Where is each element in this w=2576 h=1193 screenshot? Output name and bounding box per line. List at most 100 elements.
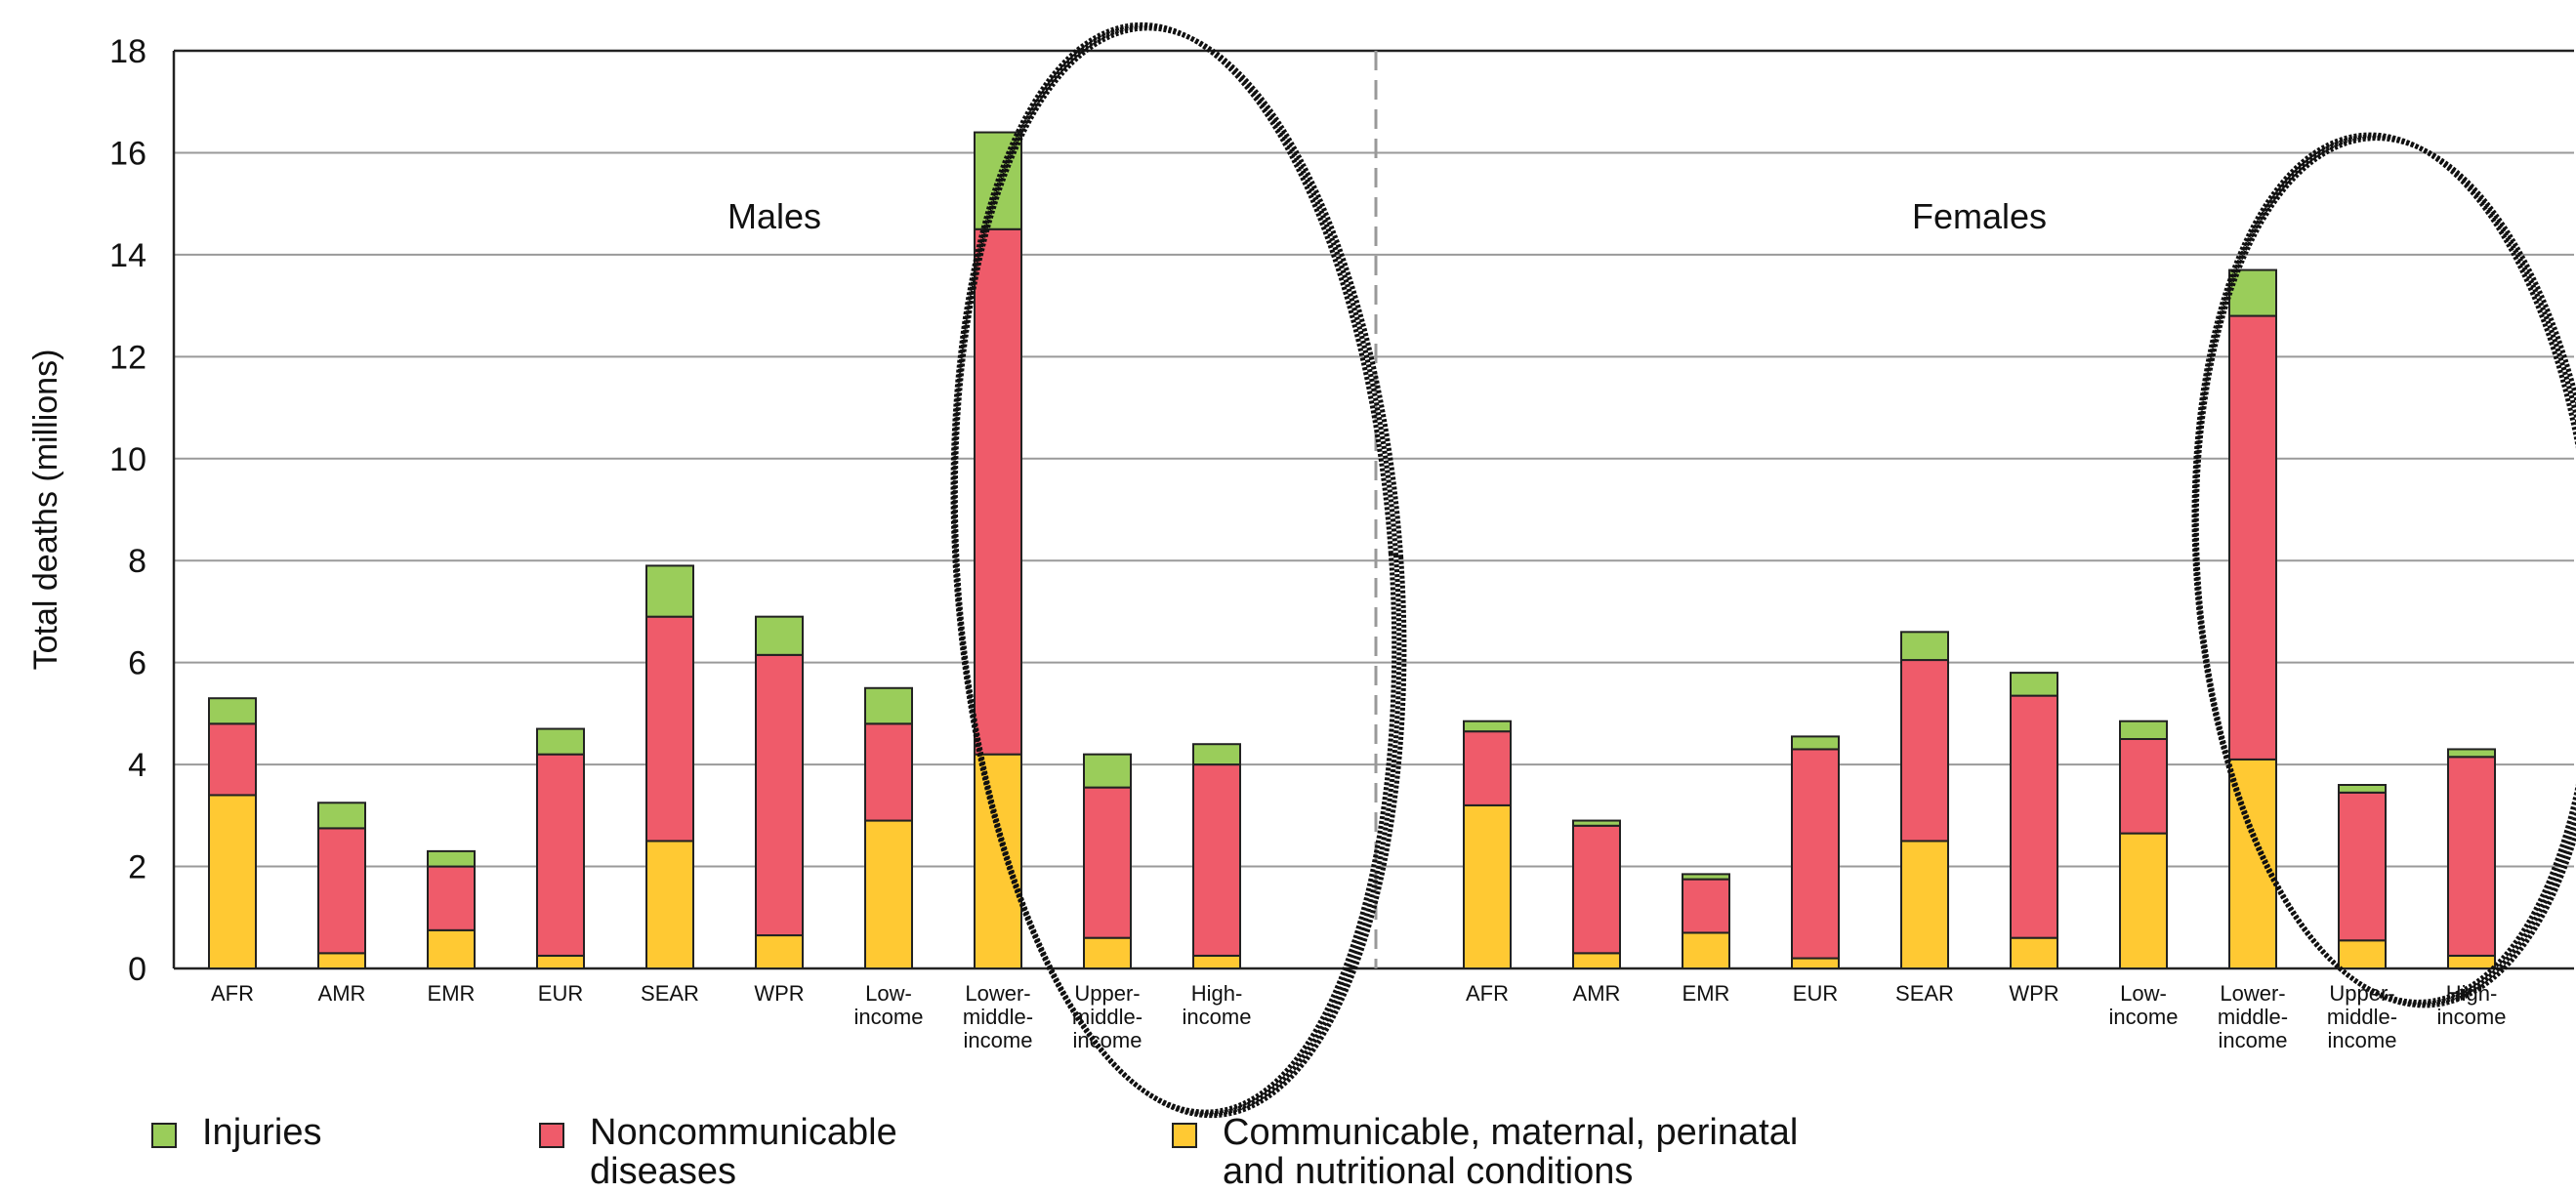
legend-swatch-noncommunicable <box>539 1123 564 1148</box>
bar-segment-injuries <box>208 697 257 725</box>
x-category-label: Upper- <box>1074 981 1140 1006</box>
bar-segment-injuries <box>427 849 476 868</box>
x-category-label: income <box>1073 1028 1143 1052</box>
x-category-label: Low- <box>2120 981 2167 1006</box>
x-category-label: EUR <box>1793 981 1838 1006</box>
bar-segment-noncommunicable <box>2010 694 2058 939</box>
x-category-label: AMR <box>1573 981 1621 1006</box>
annotations <box>950 21 2576 1119</box>
bar-segment-injuries <box>755 615 804 656</box>
bar-segment-injuries <box>1791 735 1840 751</box>
y-tick-label: 0 <box>128 951 146 988</box>
bar-segment-communicable <box>536 954 585 970</box>
x-category-label: middle- <box>963 1005 1033 1029</box>
bars <box>208 131 2496 970</box>
bar-segment-injuries <box>1083 753 1132 789</box>
x-category-label: income <box>2109 1005 2179 1029</box>
y-tick-label: 12 <box>109 339 146 376</box>
bar-segment-communicable <box>1192 954 1241 970</box>
x-category-label: income <box>2219 1028 2288 1052</box>
x-category-label: Upper- <box>2329 981 2394 1006</box>
annotation-ellipse <box>2193 136 2576 1008</box>
bar-segment-noncommunicable <box>208 722 257 797</box>
legend-label-noncommunicable: Noncommunicable diseases <box>590 1112 897 1192</box>
bar-segment-injuries <box>1682 873 1730 881</box>
legend-swatch-injuries <box>151 1123 177 1148</box>
bar-segment-noncommunicable <box>1463 730 1512 806</box>
bar-segment-noncommunicable <box>974 227 1022 756</box>
bar-segment-noncommunicable <box>2119 738 2168 835</box>
annotation-ellipse <box>952 25 1407 1119</box>
bar-segment-communicable <box>1900 840 1949 970</box>
legend-item-injuries: Injuries <box>151 1113 322 1152</box>
x-category-label: income <box>964 1028 1033 1052</box>
y-tick-label: 18 <box>109 33 146 70</box>
y-tick-label: 10 <box>109 441 146 478</box>
bar-segment-injuries <box>2010 672 2058 697</box>
bar-segment-communicable <box>427 928 476 969</box>
bar-segment-injuries <box>1572 819 1621 827</box>
x-category-label: Low- <box>865 981 912 1006</box>
x-category-label: income <box>2437 1005 2507 1029</box>
legend-item-communicable: Communicable, maternal, perinatal and nu… <box>1172 1113 1798 1191</box>
x-category-label: income <box>1183 1005 1252 1029</box>
x-category-label: Lower- <box>965 981 1030 1006</box>
bar-segment-noncommunicable <box>1682 878 1730 934</box>
legend: Injuries Noncommunicable diseases Commun… <box>0 1113 2576 1191</box>
x-category-label: EMR <box>428 981 476 1006</box>
bar-segment-communicable <box>2010 936 2058 970</box>
x-category-label: WPR <box>754 981 804 1006</box>
bar-segment-communicable <box>208 794 257 970</box>
y-tick-label: 4 <box>128 747 146 784</box>
axes <box>172 49 2574 970</box>
x-category-label: EUR <box>538 981 583 1006</box>
x-category-label: High- <box>1191 981 1243 1006</box>
y-tick-label: 8 <box>128 543 146 580</box>
labels: 0 2 4 6 8 10 12 14 16 18 Total deaths (millions) Ma… <box>27 33 2506 1052</box>
x-category-label: income <box>2328 1028 2397 1052</box>
bar-segment-communicable <box>1083 936 1132 970</box>
bar-segment-communicable <box>2119 832 2168 969</box>
x-category-label: WPR <box>2009 981 2058 1006</box>
bar-segment-noncommunicable <box>1192 763 1241 957</box>
bar-segment-injuries <box>645 564 694 618</box>
y-tick-label: 14 <box>109 237 146 274</box>
bar-segment-injuries <box>1192 743 1241 766</box>
x-category-label: middle- <box>2218 1005 2288 1029</box>
bar-segment-injuries <box>536 727 585 756</box>
bar-segment-noncommunicable <box>2338 791 2387 942</box>
bar-segment-injuries <box>864 686 913 725</box>
bar-segment-injuries <box>2338 784 2387 794</box>
bar-segment-noncommunicable <box>536 753 585 957</box>
bar-segment-communicable <box>2338 939 2387 969</box>
bar-segment-noncommunicable <box>864 722 913 822</box>
x-category-label: income <box>854 1005 924 1029</box>
x-category-label: Lower- <box>2220 981 2285 1006</box>
bar-segment-injuries <box>1900 631 1949 662</box>
bar-segment-noncommunicable <box>427 865 476 931</box>
y-tick-label: 16 <box>109 135 146 172</box>
bar-segment-communicable <box>317 952 366 969</box>
bar-segment-noncommunicable <box>645 615 694 843</box>
x-category-label: SEAR <box>1895 981 1954 1006</box>
legend-label-injuries: Injuries <box>202 1112 322 1153</box>
bar-segment-communicable <box>974 753 1022 970</box>
bar-segment-injuries <box>2119 720 2168 741</box>
x-category-label: AFR <box>211 981 254 1006</box>
y-tick-label: 6 <box>128 645 146 682</box>
legend-label-communicable: Communicable, maternal, perinatal and nu… <box>1223 1112 1799 1192</box>
bar-segment-noncommunicable <box>2447 756 2496 957</box>
x-category-label: SEAR <box>641 981 699 1006</box>
panel-title: Females <box>1912 196 2047 236</box>
bar-segment-injuries <box>2228 268 2277 317</box>
x-category-label: middle- <box>2327 1005 2397 1029</box>
bar-segment-noncommunicable <box>317 827 366 955</box>
bar-segment-noncommunicable <box>1572 824 1621 955</box>
bar-segment-communicable <box>1682 931 1730 970</box>
bar-segment-noncommunicable <box>1900 659 1949 843</box>
bar-segment-noncommunicable <box>1791 748 1840 960</box>
legend-swatch-communicable <box>1172 1123 1197 1148</box>
x-category-label: AFR <box>1466 981 1509 1006</box>
x-category-label: AMR <box>318 981 366 1006</box>
